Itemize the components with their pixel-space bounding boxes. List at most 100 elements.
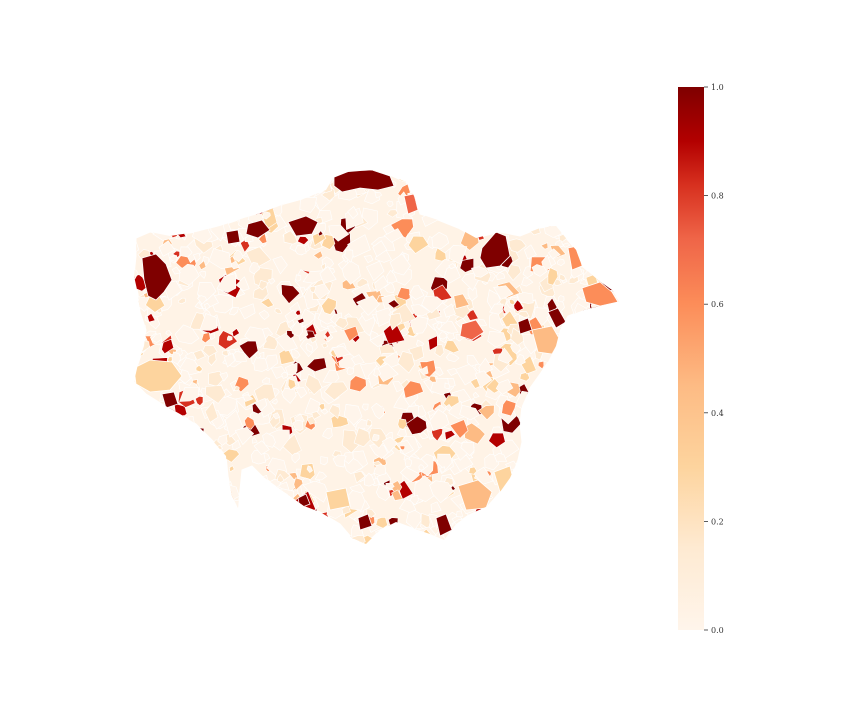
district-polygon xyxy=(270,170,288,189)
colorbar-gradient xyxy=(678,87,704,630)
district-polygon xyxy=(137,431,146,439)
district-polygon xyxy=(570,439,583,449)
district-polygon xyxy=(369,332,385,347)
district-polygon xyxy=(453,529,474,544)
district-polygon xyxy=(554,196,576,215)
district-polygon xyxy=(584,503,593,512)
district-polygon xyxy=(254,534,272,544)
district-polygon xyxy=(134,427,143,442)
district-polygon xyxy=(600,495,620,511)
district-polygon xyxy=(231,328,240,338)
district-east-dark-5 xyxy=(517,317,533,335)
district-polygon xyxy=(470,397,476,406)
district-polygon xyxy=(134,349,140,355)
district-polygon xyxy=(436,322,443,330)
district-polygon xyxy=(266,191,279,204)
district-polygon xyxy=(148,496,164,512)
district-polygon xyxy=(560,475,582,498)
district-polygon xyxy=(145,454,162,482)
district-polygon xyxy=(165,418,181,434)
district-polygon xyxy=(456,510,464,518)
district-polygon xyxy=(254,397,268,412)
district-polygon xyxy=(324,330,331,339)
district-polygon xyxy=(224,507,235,517)
district-polygon xyxy=(603,336,616,347)
district-polygon xyxy=(156,536,170,544)
district-polygon xyxy=(356,295,380,316)
district-polygon xyxy=(134,269,139,281)
district-polygon xyxy=(294,245,307,256)
district-polygon xyxy=(137,435,155,452)
district-polygon xyxy=(453,454,474,472)
district-polygon xyxy=(514,218,525,227)
district-polygon xyxy=(201,459,219,479)
district-polygon xyxy=(332,536,342,544)
district-polygon xyxy=(612,322,620,333)
district-polygon xyxy=(177,513,185,520)
district-polygon xyxy=(565,323,584,343)
district-polygon xyxy=(158,406,165,416)
district-polygon xyxy=(591,470,612,490)
district-polygon xyxy=(214,462,227,473)
district-polygon xyxy=(253,357,269,372)
district-polygon xyxy=(552,174,568,196)
district-polygon xyxy=(327,533,336,541)
district-polygon xyxy=(428,375,437,383)
district-polygon xyxy=(152,425,164,443)
district-polygon xyxy=(525,180,537,192)
district-north-inner-dark-1 xyxy=(287,215,319,237)
district-polygon xyxy=(605,501,614,511)
district-polygon xyxy=(513,299,524,312)
district-polygon xyxy=(320,172,334,186)
district-polygon xyxy=(134,469,148,488)
district-polygon xyxy=(580,496,587,505)
colorbar-tick-label: 0.0 xyxy=(711,626,724,635)
district-polygon xyxy=(603,514,613,525)
district-polygon xyxy=(576,384,588,395)
colorbar: 0.0 0.2 0.4 0.6 0.8 1.0 xyxy=(678,83,724,635)
district-northwest-dark xyxy=(141,253,173,301)
district-polygon xyxy=(557,170,567,178)
district-polygon xyxy=(599,449,610,458)
district-polygon xyxy=(192,536,201,544)
district-polygon xyxy=(562,533,584,544)
district-polygon xyxy=(602,508,609,516)
district-polygon xyxy=(537,360,545,370)
district-polygon xyxy=(493,200,509,213)
district-polygon xyxy=(582,239,591,246)
district-polygon xyxy=(320,262,326,271)
district-polygon xyxy=(322,427,333,440)
district-polygon xyxy=(344,249,354,263)
district-polygon xyxy=(581,202,597,221)
district-polygon xyxy=(600,440,611,456)
district-polygon xyxy=(522,204,534,217)
district-polygon xyxy=(158,240,176,257)
district-polygon xyxy=(535,442,547,455)
district-polygon xyxy=(203,180,226,204)
district-polygon xyxy=(529,483,551,509)
district-polygon xyxy=(435,176,456,200)
district-polygon xyxy=(306,415,317,425)
district-polygon xyxy=(592,177,601,186)
district-polygon xyxy=(139,213,149,224)
district-polygon xyxy=(435,542,444,544)
district-polygon xyxy=(569,471,581,484)
district-polygon xyxy=(220,518,238,540)
district-polygon xyxy=(568,383,581,396)
district-polygon xyxy=(258,231,268,244)
district-polygon xyxy=(332,454,347,468)
district-polygon xyxy=(485,507,499,524)
district-polygon xyxy=(373,368,382,377)
district-polygon xyxy=(476,319,488,327)
district-polygon xyxy=(603,218,612,224)
district-polygon xyxy=(134,325,145,338)
colorbar-tick-label: 0.4 xyxy=(711,409,724,418)
district-polygon xyxy=(488,207,505,224)
district-polygon xyxy=(347,206,359,220)
district-polygon xyxy=(185,443,206,466)
district-polygon xyxy=(204,471,220,494)
district-polygon xyxy=(583,440,594,452)
district-polygon xyxy=(488,530,496,539)
district-polygon xyxy=(231,439,241,451)
district-polygon xyxy=(260,474,269,487)
